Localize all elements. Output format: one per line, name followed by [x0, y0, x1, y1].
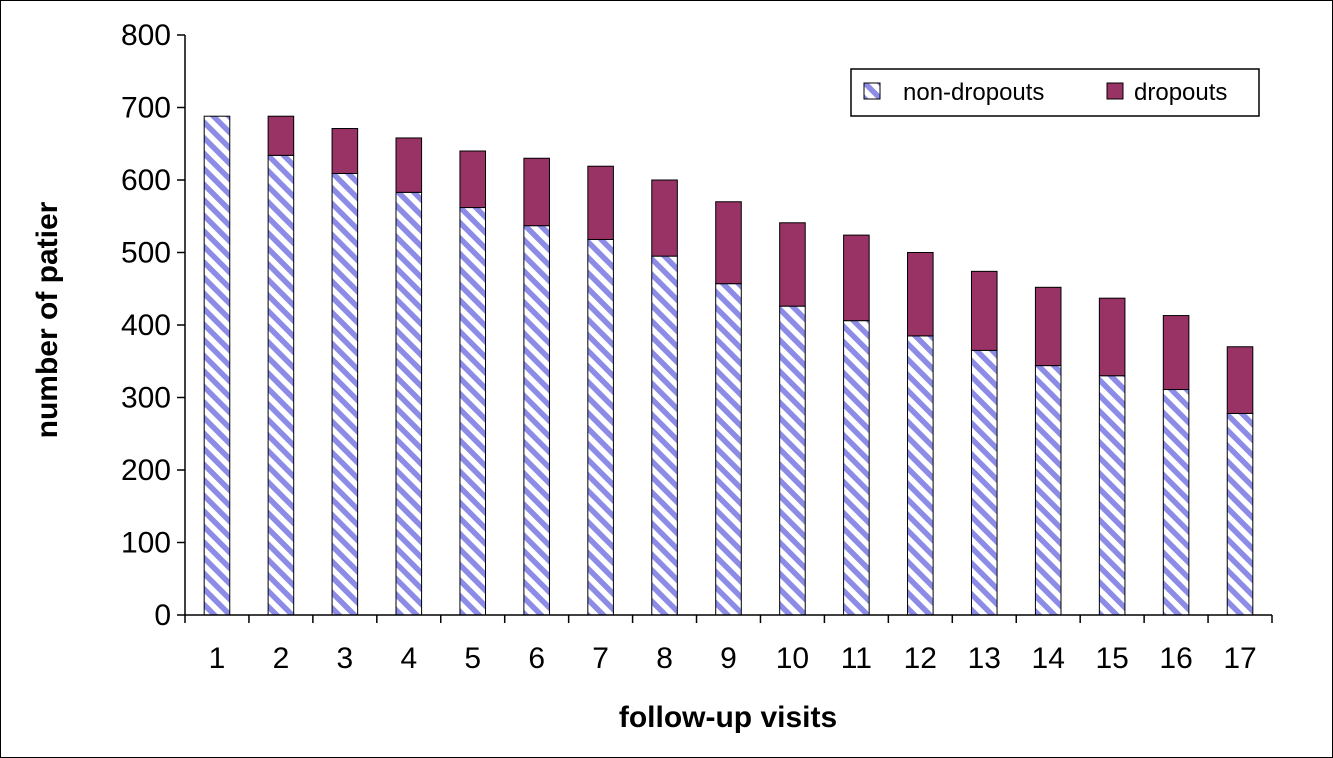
bars-layer — [203, 115, 1254, 616]
y-tick-label: 100 — [121, 527, 171, 560]
bar-dropouts-9 — [715, 201, 742, 285]
x-tick-label: 11 — [841, 642, 872, 675]
bar-non-dropouts-12 — [907, 335, 934, 616]
y-tick-label: 200 — [121, 454, 171, 487]
y-tick-label: 0 — [154, 599, 171, 632]
bar-non-dropouts-5 — [459, 207, 487, 616]
bar-non-dropouts-1 — [203, 115, 231, 616]
legend: non-dropouts dropouts — [850, 68, 1260, 117]
bar-dropouts-13 — [970, 270, 998, 351]
labels-layer: 1 2 3 4 5 6 7 8 9 10 11 12 13 14 15 16 17010020030040050… — [121, 19, 1257, 675]
x-axis-title: follow-up visits — [619, 701, 837, 734]
y-axis-title: number of patier — [31, 201, 64, 438]
bar-dropouts-15 — [1098, 297, 1126, 377]
y-tick-label: 400 — [121, 309, 171, 342]
y-tick-label: 600 — [121, 164, 171, 197]
bar-dropouts-7 — [587, 165, 614, 240]
x-tick-label: 7 — [592, 642, 609, 675]
bar-dropouts-5 — [459, 150, 487, 209]
bar-non-dropouts-16 — [1162, 389, 1190, 616]
legend-box — [850, 68, 1260, 117]
bar-dropouts-3 — [331, 128, 359, 174]
y-tick-label: 500 — [121, 237, 171, 270]
bar-non-dropouts-13 — [970, 349, 998, 616]
y-tick-label: 300 — [121, 382, 171, 415]
x-tick-label: 10 — [776, 642, 809, 675]
x-tick-label: 1 — [209, 642, 226, 675]
bar-dropouts-8 — [651, 179, 678, 257]
x-tick-label: 8 — [656, 642, 673, 675]
bar-dropouts-6 — [523, 157, 550, 227]
legend-label-non-dropouts: non-dropouts — [903, 79, 1044, 106]
bar-non-dropouts-3 — [331, 172, 359, 616]
x-tick-label: 16 — [1159, 642, 1192, 675]
x-tick-label: 6 — [528, 642, 545, 675]
bar-non-dropouts-14 — [1034, 365, 1062, 616]
bar-non-dropouts-6 — [523, 225, 550, 616]
x-tick-label: 2 — [273, 642, 290, 675]
x-tick-label: 15 — [1095, 642, 1128, 675]
x-tick-label: 4 — [400, 642, 417, 675]
x-tick-label: 9 — [720, 642, 737, 675]
bar-non-dropouts-8 — [651, 255, 678, 616]
x-tick-label: 5 — [464, 642, 481, 675]
bar-dropouts-16 — [1162, 315, 1190, 391]
bar-dropouts-14 — [1034, 286, 1062, 367]
axes-layer — [177, 34, 1273, 623]
bar-dropouts-10 — [779, 222, 806, 307]
legend-label-dropouts: dropouts — [1134, 79, 1227, 106]
y-tick-label: 700 — [121, 92, 171, 125]
bar-non-dropouts-2 — [267, 154, 295, 616]
x-tick-label: 3 — [337, 642, 354, 675]
legend-swatch-dropouts — [1106, 82, 1124, 100]
x-tick-label: 13 — [968, 642, 1001, 675]
legend-swatch-non-dropouts — [863, 82, 881, 100]
bar-dropouts-2 — [267, 115, 295, 156]
bar-dropouts-4 — [395, 137, 423, 193]
bar-non-dropouts-17 — [1226, 412, 1254, 616]
x-tick-label: 17 — [1223, 642, 1256, 675]
bar-dropouts-17 — [1226, 346, 1254, 414]
x-tick-label: 14 — [1032, 642, 1065, 675]
bar-non-dropouts-15 — [1098, 375, 1126, 616]
bar-dropouts-11 — [843, 234, 870, 322]
x-tick-label: 12 — [904, 642, 937, 675]
bar-non-dropouts-4 — [395, 191, 423, 616]
bar-dropouts-12 — [907, 252, 934, 337]
y-tick-label: 800 — [121, 19, 171, 52]
bar-non-dropouts-9 — [715, 283, 742, 616]
bar-non-dropouts-11 — [843, 320, 870, 616]
bar-non-dropouts-7 — [587, 238, 614, 616]
bar-non-dropouts-10 — [779, 305, 806, 616]
